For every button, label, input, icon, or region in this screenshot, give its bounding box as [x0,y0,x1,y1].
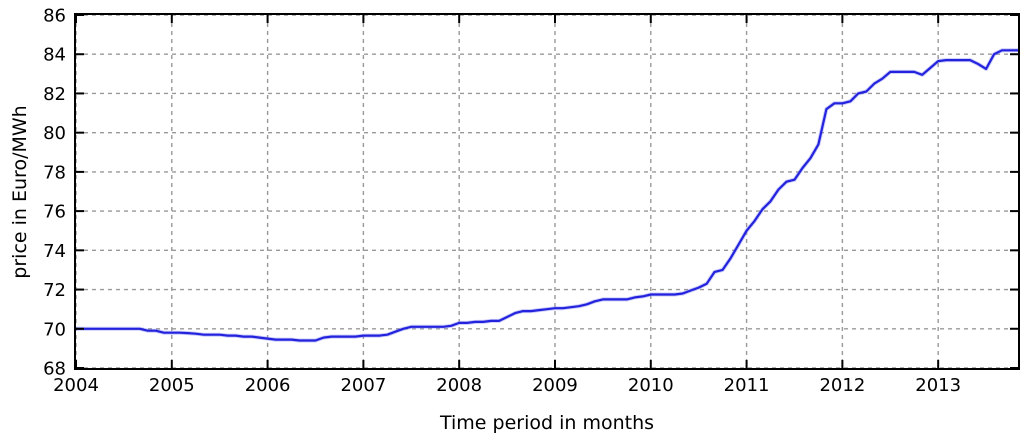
y-tick-label: 68 [43,359,66,380]
x-tick-label: 2007 [340,375,386,396]
line-layer [74,48,1020,343]
x-tick-label: 2004 [53,375,99,396]
plot-border [74,13,1020,370]
x-tick-label: 2010 [628,375,674,396]
x-axis-label: Time period in months [439,412,654,434]
y-tick-label: 76 [43,202,66,223]
x-tick-label: 2013 [915,375,961,396]
y-tick-label: 78 [43,162,66,183]
y-tick-label: 72 [43,280,66,301]
y-tick-label: 84 [43,45,66,66]
x-tick-label: 2009 [532,375,578,396]
tick-label-layer: 2004 2005 2006 2007 2008 2009 2010 2011 2012 2013… [43,6,961,397]
y-axis-label: price in Euro/MWh [9,105,31,278]
x-tick-label: 2005 [149,375,195,396]
y-tick-label: 70 [43,319,66,340]
x-tick-label: 2008 [436,375,482,396]
y-tick-label: 74 [43,241,66,262]
grid-layer [75,14,1018,369]
axes-layer [74,13,1020,370]
y-tick-label: 80 [43,123,66,144]
x-tick-label: 2012 [819,375,865,396]
x-tick-label: 2006 [245,375,291,396]
x-tick-label: 2011 [724,375,770,396]
price-line [74,49,1020,342]
y-tick-label: 86 [43,6,66,27]
y-tick-label: 82 [43,84,66,105]
